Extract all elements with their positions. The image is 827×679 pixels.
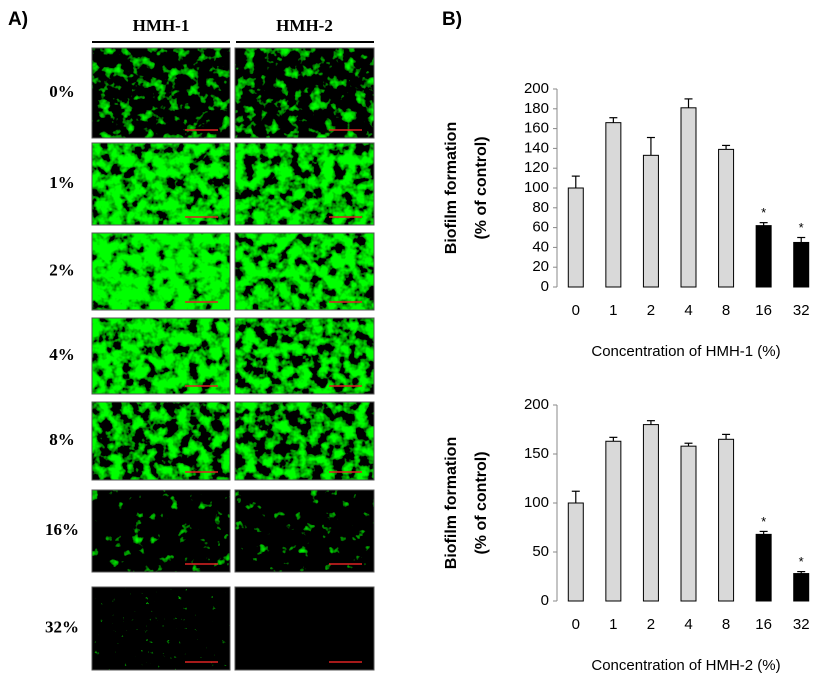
column-header: HMH-1 — [133, 16, 190, 35]
micrograph-border — [234, 489, 375, 573]
bar — [755, 225, 772, 288]
significance-mark: * — [761, 205, 766, 220]
y-tick-label: 150 — [524, 445, 549, 462]
y-tick-label: 20 — [532, 258, 549, 275]
y-tick-label: 0 — [541, 278, 549, 295]
micrograph — [92, 490, 230, 572]
panel-label: A) — [8, 9, 28, 30]
x-tick-label: 1 — [609, 616, 617, 633]
y-tick-label: 50 — [532, 543, 549, 560]
x-tick-label: 1 — [609, 302, 617, 319]
x-tick-label: 4 — [684, 616, 692, 633]
x-tick-label: 16 — [755, 302, 772, 319]
y-tick-label: 120 — [524, 159, 549, 176]
bar — [567, 187, 584, 288]
x-tick-label: 4 — [684, 302, 692, 319]
y-tick-label: 200 — [524, 396, 549, 413]
y-tick-label: 40 — [532, 238, 549, 255]
x-axis-label: Concentration of HMH-2 (%) — [591, 657, 780, 674]
bar — [567, 502, 584, 602]
row-label: 32% — [45, 617, 79, 636]
y-tick-label: 60 — [532, 219, 549, 236]
x-tick-label: 0 — [572, 302, 580, 319]
micrograph — [235, 318, 374, 394]
y-axis-label: (% of control) — [473, 136, 490, 239]
x-tick-label: 32 — [793, 302, 810, 319]
micrograph — [235, 233, 374, 310]
micrograph-border — [91, 586, 231, 671]
y-tick-label: 200 — [524, 80, 549, 97]
micrograph — [235, 402, 374, 480]
bar — [605, 122, 622, 288]
micrograph-border — [234, 317, 375, 395]
micrograph — [92, 143, 230, 225]
micrograph-border — [91, 489, 231, 573]
row-label: 2% — [49, 260, 75, 279]
panel-label: B) — [442, 9, 462, 30]
x-tick-label: 8 — [722, 302, 730, 319]
y-tick-label: 100 — [524, 494, 549, 511]
bar — [755, 533, 772, 602]
bar — [793, 241, 810, 288]
row-label: 8% — [49, 430, 75, 449]
micrograph — [235, 490, 374, 572]
y-axis-label: Biofilm formation — [443, 122, 460, 254]
bar — [680, 107, 697, 288]
y-tick-label: 80 — [532, 199, 549, 216]
micrograph — [92, 318, 230, 394]
y-tick-label: 100 — [524, 179, 549, 196]
micrograph-border — [234, 47, 375, 139]
micrograph — [92, 402, 230, 480]
micrograph-border — [234, 586, 375, 671]
bar — [642, 424, 659, 602]
micrograph-border — [234, 142, 375, 226]
bar — [718, 438, 735, 602]
y-tick-label: 180 — [524, 100, 549, 117]
micrograph-border — [234, 401, 375, 481]
bar — [718, 148, 735, 288]
significance-mark: * — [761, 514, 766, 529]
y-tick-label: 140 — [524, 139, 549, 156]
micrograph — [235, 48, 374, 138]
micrograph — [92, 48, 230, 138]
bar — [680, 445, 697, 602]
row-label: 4% — [49, 345, 75, 364]
bar — [642, 154, 659, 288]
significance-mark: * — [799, 220, 804, 235]
micrograph — [92, 233, 230, 310]
y-axis-label: Biofilm formation — [443, 437, 460, 569]
bar — [605, 440, 622, 602]
micrograph-border — [91, 401, 231, 481]
y-axis-label: (% of control) — [473, 451, 490, 554]
x-tick-label: 8 — [722, 616, 730, 633]
y-tick-label: 0 — [541, 592, 549, 609]
bar — [793, 573, 810, 602]
row-label: 0% — [49, 82, 75, 101]
significance-mark: * — [799, 554, 804, 569]
micrograph — [235, 143, 374, 225]
x-tick-label: 2 — [647, 302, 655, 319]
row-label: 1% — [49, 173, 75, 192]
column-header: HMH-2 — [276, 16, 333, 35]
micrograph-border — [91, 232, 231, 311]
x-axis-label: Concentration of HMH-1 (%) — [591, 343, 780, 360]
y-tick-label: 160 — [524, 120, 549, 137]
x-tick-label: 32 — [793, 616, 810, 633]
micrograph — [235, 587, 374, 670]
micrograph-border — [234, 232, 375, 311]
micrograph-border — [91, 317, 231, 395]
row-label: 16% — [45, 520, 79, 539]
micrograph — [92, 587, 230, 670]
x-tick-label: 16 — [755, 616, 772, 633]
x-tick-label: 0 — [572, 616, 580, 633]
micrograph-border — [91, 142, 231, 226]
micrograph-border — [91, 47, 231, 139]
x-tick-label: 2 — [647, 616, 655, 633]
